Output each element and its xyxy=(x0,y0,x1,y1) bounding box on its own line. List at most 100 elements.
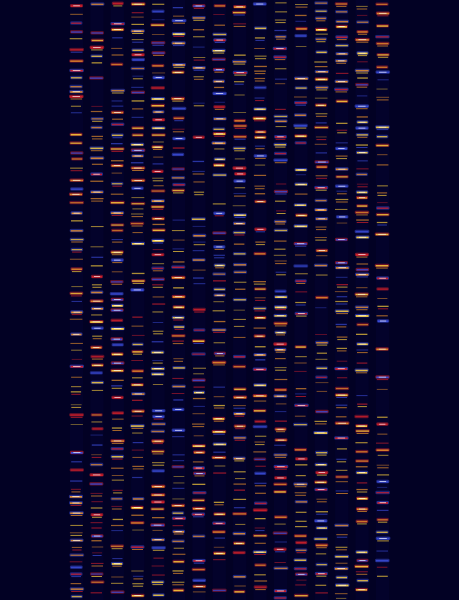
band-core xyxy=(174,42,183,44)
gel-band xyxy=(131,334,145,336)
band-core xyxy=(378,233,386,235)
gel-band xyxy=(112,430,122,431)
gel-band xyxy=(233,25,246,27)
gel-band xyxy=(110,193,124,195)
gel-band xyxy=(70,105,81,107)
gel-band xyxy=(70,238,84,241)
gel-band xyxy=(336,190,348,192)
gel-band xyxy=(376,96,390,98)
gel-band xyxy=(173,22,185,24)
gel-band xyxy=(131,197,145,199)
gel-band xyxy=(336,360,348,362)
gel-band xyxy=(92,286,102,288)
gel-band xyxy=(255,231,265,233)
band-core xyxy=(195,467,202,469)
gel-band xyxy=(355,144,368,146)
gel-band xyxy=(377,192,388,194)
band-core xyxy=(358,236,367,238)
gel-band xyxy=(255,58,267,60)
gel-band xyxy=(112,418,124,420)
gel-band xyxy=(316,390,328,392)
band-core xyxy=(94,535,101,537)
gel-band xyxy=(111,591,124,593)
gel-band xyxy=(111,224,124,226)
gel-band xyxy=(152,311,164,313)
band-core xyxy=(154,368,162,369)
gel-band xyxy=(234,74,247,76)
band-core xyxy=(155,119,162,121)
gel-band xyxy=(71,300,82,302)
gel-band xyxy=(357,61,368,63)
gel-band xyxy=(336,222,348,224)
gel-band xyxy=(92,516,102,518)
band-core xyxy=(359,498,366,499)
band-core xyxy=(236,214,244,216)
lane-track xyxy=(70,0,83,600)
band-core xyxy=(154,486,162,487)
gel-band xyxy=(71,386,82,388)
gel-band xyxy=(355,442,368,444)
gel-band xyxy=(295,501,307,503)
band-core xyxy=(114,362,122,364)
gel-band xyxy=(111,54,124,56)
gel-band xyxy=(294,114,306,116)
gel-band xyxy=(314,126,328,129)
gel-band xyxy=(376,99,389,101)
gel-band xyxy=(91,546,104,548)
gel-band xyxy=(193,181,205,183)
band-core xyxy=(338,239,345,240)
gel-band xyxy=(172,261,185,263)
gel-band xyxy=(276,274,286,276)
gel-band xyxy=(376,509,389,511)
gel-band xyxy=(336,284,348,286)
gel-band xyxy=(172,219,185,221)
gel-band xyxy=(213,331,225,333)
gel-band xyxy=(336,5,347,7)
gel-band xyxy=(254,288,266,290)
gel-band xyxy=(253,400,267,402)
gel-band xyxy=(357,511,367,512)
band-core xyxy=(256,317,264,319)
band-core xyxy=(175,517,183,519)
gel-band xyxy=(376,214,389,216)
band-core xyxy=(379,538,387,539)
gel-band xyxy=(275,22,286,24)
gel-band xyxy=(91,55,102,57)
band-core xyxy=(277,332,284,333)
gel-band xyxy=(336,534,348,536)
lane-track xyxy=(131,0,145,600)
gel-band xyxy=(213,451,226,453)
band-core xyxy=(379,12,387,14)
gel-band xyxy=(253,281,266,283)
gel-band xyxy=(192,225,206,227)
gel-band xyxy=(152,303,166,305)
gel-band xyxy=(274,562,286,563)
gel-band xyxy=(214,101,225,103)
band-core xyxy=(93,514,101,516)
gel-band xyxy=(275,223,286,225)
gel-band xyxy=(336,476,348,478)
gel-band xyxy=(91,3,104,6)
gel-band xyxy=(254,527,265,529)
gel-band xyxy=(213,301,225,303)
band-core xyxy=(317,78,325,80)
gel-band xyxy=(132,370,144,372)
gel-band xyxy=(274,152,286,155)
band-core xyxy=(318,161,326,163)
gel-band xyxy=(151,42,165,44)
band-core xyxy=(297,204,304,206)
band-core xyxy=(317,464,325,465)
band-core xyxy=(317,187,325,189)
gel-band xyxy=(275,183,287,185)
gel-band xyxy=(132,585,144,587)
gel-band xyxy=(192,259,205,261)
gel-band xyxy=(172,385,185,388)
gel-band xyxy=(214,257,225,259)
gel-band xyxy=(91,163,103,165)
gel-band xyxy=(255,148,265,150)
gel-band xyxy=(355,369,368,372)
gel-band xyxy=(174,328,184,330)
gel-band xyxy=(70,566,82,569)
gel-band xyxy=(92,552,103,554)
band-core xyxy=(134,54,142,56)
